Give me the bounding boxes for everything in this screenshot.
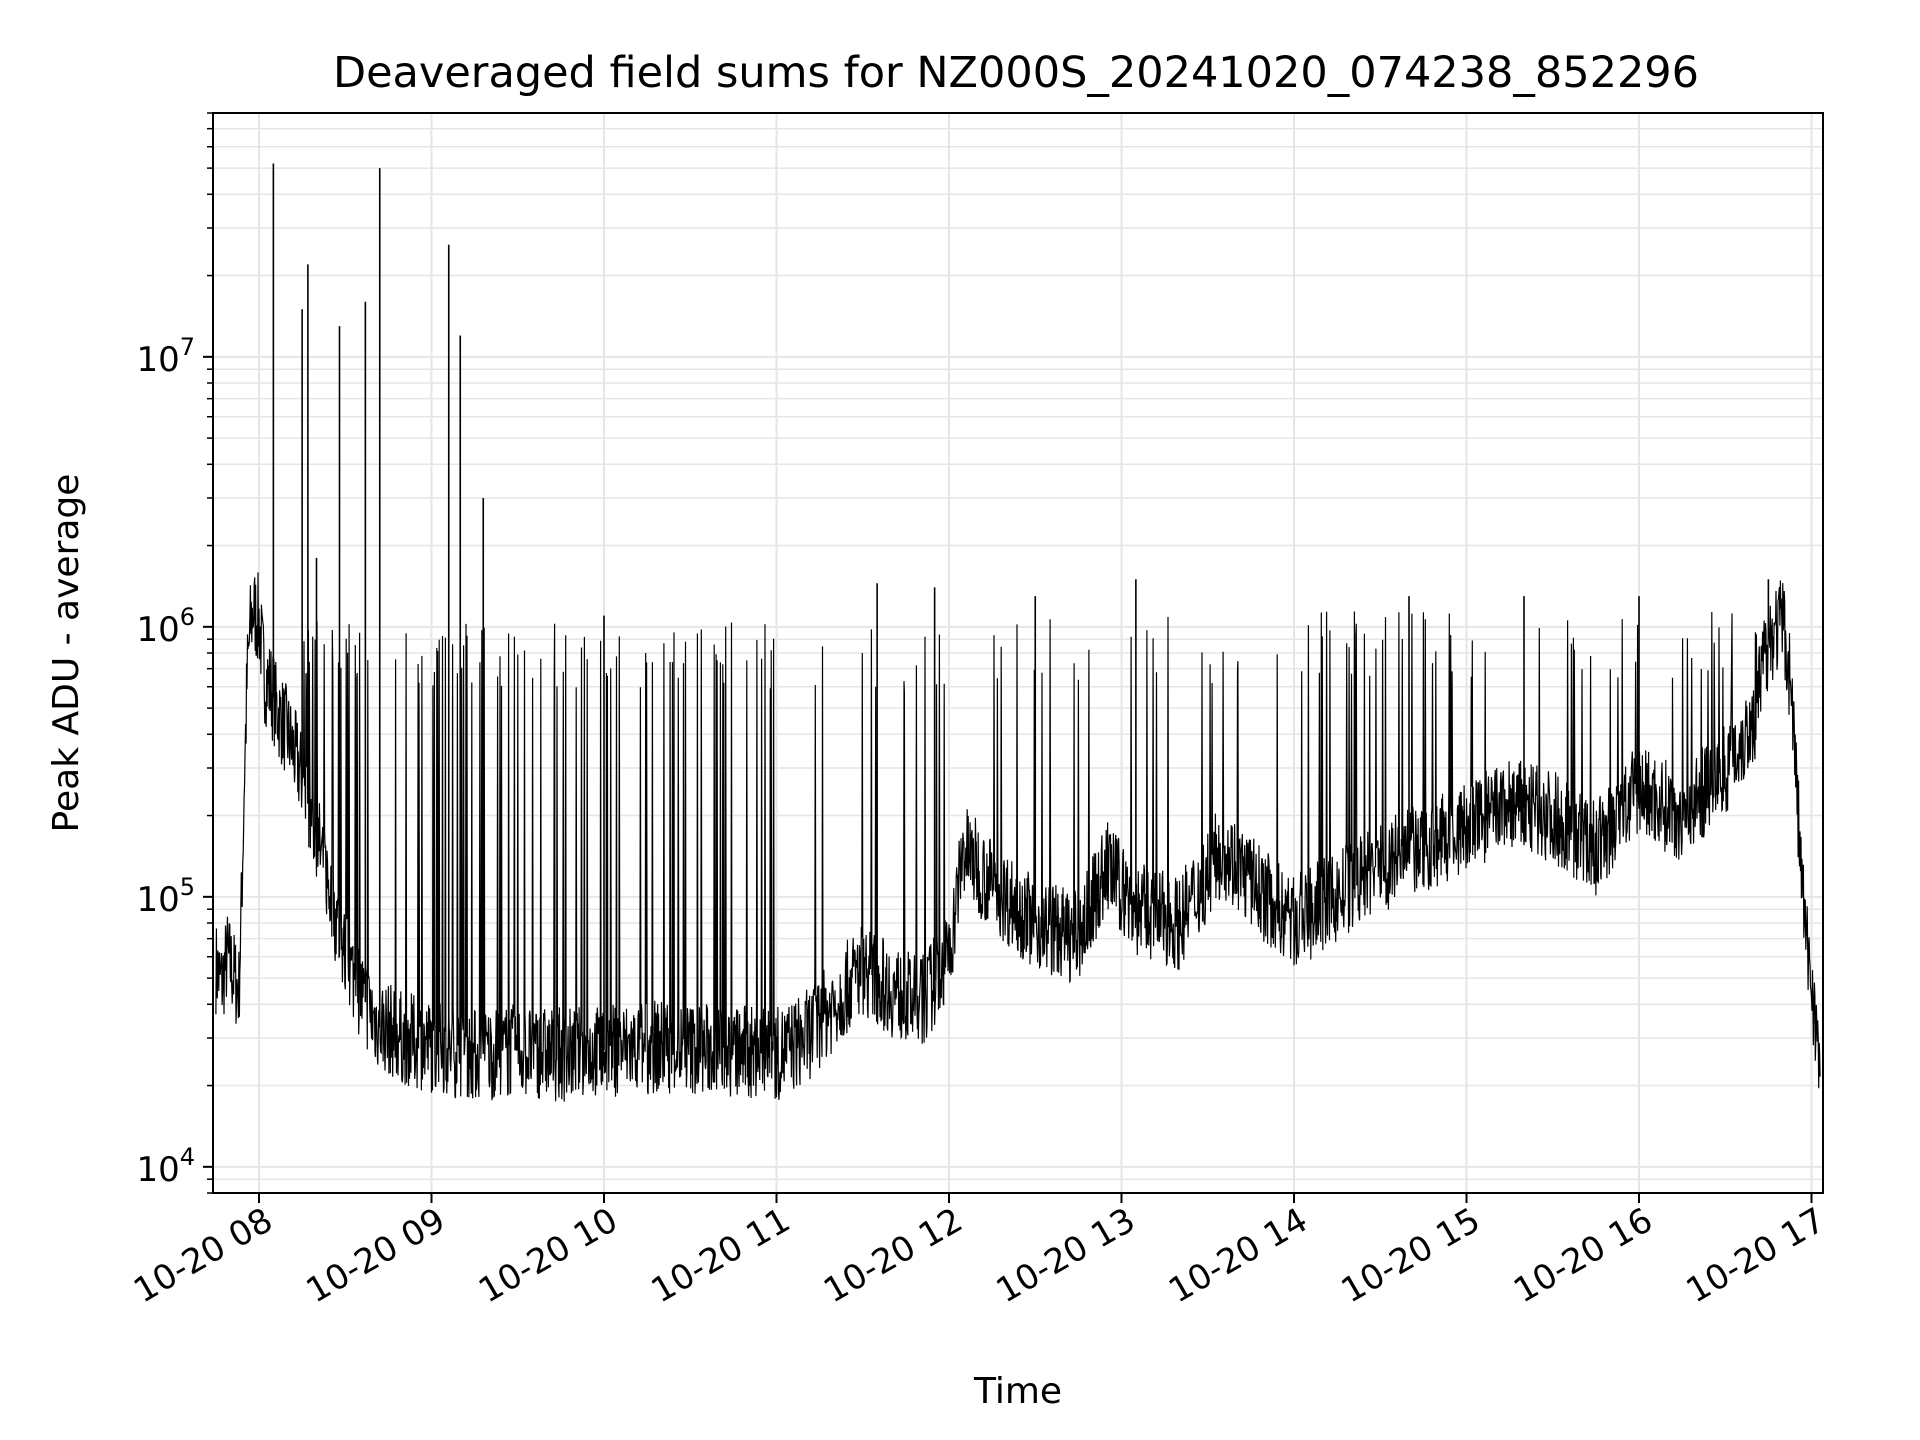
x-tick-label: 10-20 14 — [1162, 1200, 1314, 1311]
y-tick-label: 104 — [136, 1143, 195, 1190]
data-line-group — [215, 163, 1821, 1102]
x-tick-label: 10-20 08 — [127, 1200, 279, 1311]
x-tick-label: 10-20 15 — [1335, 1200, 1487, 1311]
y-axis-label: Peak ADU - average — [46, 474, 87, 833]
grid — [213, 112, 1823, 1194]
x-tick-label: 10-20 16 — [1507, 1200, 1659, 1311]
x-axis: 10-20 08 10-20 09 10-20 10 10-20 11 10-20 12… — [127, 1193, 1832, 1311]
y-tick-label: 106 — [136, 603, 195, 650]
x-tick-label: 10-20 17 — [1680, 1200, 1832, 1311]
y-axis: 104 105 106 107 — [136, 112, 213, 1194]
x-tick-label: 10-20 13 — [990, 1200, 1142, 1311]
x-tick-label: 10-20 11 — [645, 1200, 797, 1311]
x-tick-label: 10-20 09 — [300, 1200, 452, 1311]
y-tick-label: 105 — [136, 873, 195, 920]
data-line — [215, 572, 1821, 1102]
x-axis-label: Time — [973, 1371, 1062, 1412]
x-tick-label: 10-20 12 — [817, 1200, 969, 1311]
chart-title: Deaveraged field sums for NZ000S_2024102… — [333, 48, 1699, 98]
x-tick-label: 10-20 10 — [472, 1200, 624, 1311]
y-tick-label: 107 — [136, 333, 195, 380]
